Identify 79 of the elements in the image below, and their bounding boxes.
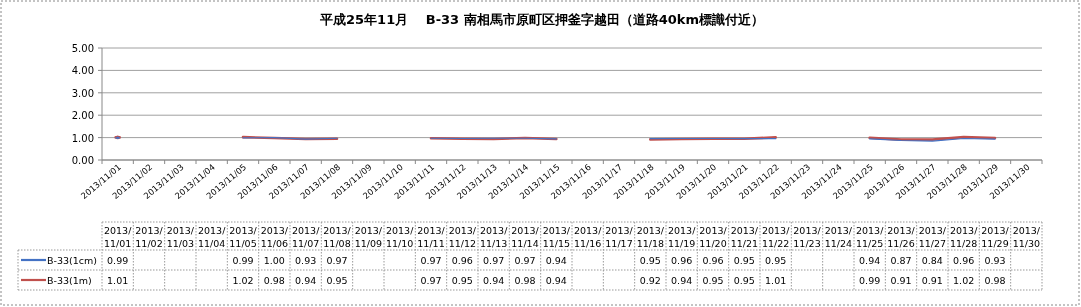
- data-label: 0.97: [514, 255, 536, 266]
- category-label: 2013/11/21: [730, 225, 759, 249]
- data-label: 0.95: [765, 255, 787, 266]
- category-label: 2013/11/23: [793, 225, 821, 249]
- data-label: 0.92: [639, 275, 661, 286]
- data-label: 0.94: [545, 255, 567, 266]
- data-label: 0.96: [671, 255, 693, 266]
- data-label: 0.91: [921, 275, 943, 286]
- y-tick-label: 0.00: [71, 155, 94, 166]
- data-label: 0.94: [545, 275, 567, 286]
- category-label: 2013/11/24: [824, 225, 853, 249]
- data-label: 0.98: [514, 275, 536, 286]
- category-label: 2013/11/28: [949, 225, 978, 249]
- legend-label: B-33(1cm): [47, 255, 97, 266]
- data-label: 1.01: [107, 275, 129, 286]
- data-label: 0.93: [295, 255, 317, 266]
- data-label: 0.94: [483, 275, 505, 286]
- category-label: 2013/11/19: [667, 225, 696, 249]
- category-label: 2013/11/11: [417, 225, 445, 249]
- data-label: 0.95: [702, 275, 724, 286]
- data-label: 0.87: [890, 255, 912, 266]
- data-label: 0.97: [420, 275, 442, 286]
- category-label: 2013/11/08: [323, 225, 351, 249]
- data-label: 0.98: [263, 275, 285, 286]
- category-label: 2013/11/02: [135, 225, 163, 249]
- data-label: 0.95: [733, 275, 755, 286]
- data-label: 0.97: [420, 255, 442, 266]
- data-label: 0.97: [483, 255, 505, 266]
- y-tick-label: 5.00: [71, 43, 94, 54]
- category-label: 2013/11/04: [197, 225, 226, 249]
- data-label: 0.95: [451, 275, 473, 286]
- data-label: 0.99: [107, 255, 129, 266]
- category-label: 2013/11/07: [291, 225, 320, 249]
- category-label: 2013/11/10: [385, 225, 414, 249]
- data-label: 0.95: [733, 255, 755, 266]
- y-tick-label: 2.00: [71, 110, 94, 122]
- data-label: 1.01: [765, 275, 787, 286]
- category-label: 2013/11/01: [103, 225, 132, 249]
- category-label: 2013/11/14: [511, 225, 539, 249]
- data-label: 0.98: [984, 275, 1006, 286]
- data-label: 0.95: [326, 275, 348, 286]
- data-label: 0.94: [671, 275, 693, 286]
- category-label: 2013/11/16: [573, 225, 602, 249]
- category-label: 2013/11/26: [887, 225, 915, 249]
- data-label: 0.96: [953, 255, 975, 266]
- y-tick-label: 4.00: [71, 65, 94, 77]
- data-label: 0.91: [890, 275, 912, 286]
- category-label: 2013/11/03: [166, 225, 195, 249]
- category-label: 2013/11/05: [229, 225, 257, 249]
- category-label: 2013/11/12: [448, 225, 477, 249]
- data-label: 0.99: [232, 255, 254, 266]
- data-label: 0.94: [859, 255, 881, 266]
- y-tick-label: 3.00: [71, 87, 94, 99]
- data-label: 0.94: [295, 275, 317, 286]
- chart-title: 平成25年11月 B-33 南相馬市原町区押釜字越田（道路40km標識付近）: [319, 12, 764, 27]
- category-label: 2013/11/09: [354, 225, 383, 249]
- data-label: 0.96: [451, 255, 473, 266]
- data-label: 0.99: [859, 275, 881, 286]
- category-label: 2013/11/22: [761, 225, 790, 249]
- category-label: 2013/11/15: [542, 225, 571, 249]
- category-label: 2013/11/30: [1012, 225, 1041, 249]
- category-label: 2013/11/25: [855, 225, 884, 249]
- data-label: 0.84: [921, 255, 943, 266]
- category-label: 2013/11/27: [918, 225, 947, 249]
- category-label: 2013/11/29: [981, 225, 1009, 249]
- category-label: 2013/11/13: [479, 225, 508, 249]
- data-label: 0.96: [702, 255, 724, 266]
- data-label: 1.00: [263, 255, 285, 266]
- data-label: 1.02: [232, 275, 254, 286]
- data-label: 0.95: [639, 255, 661, 266]
- legend-label: B-33(1m): [47, 275, 92, 286]
- category-label: 2013/11/06: [260, 225, 289, 249]
- category-label: 2013/11/20: [699, 225, 727, 249]
- data-label: 0.97: [326, 255, 348, 266]
- category-label: 2013/11/17: [605, 225, 633, 249]
- data-label: 0.93: [984, 255, 1006, 266]
- y-tick-label: 1.00: [71, 132, 94, 144]
- data-label: 1.02: [953, 275, 975, 286]
- category-label: 2013/11/18: [636, 225, 665, 249]
